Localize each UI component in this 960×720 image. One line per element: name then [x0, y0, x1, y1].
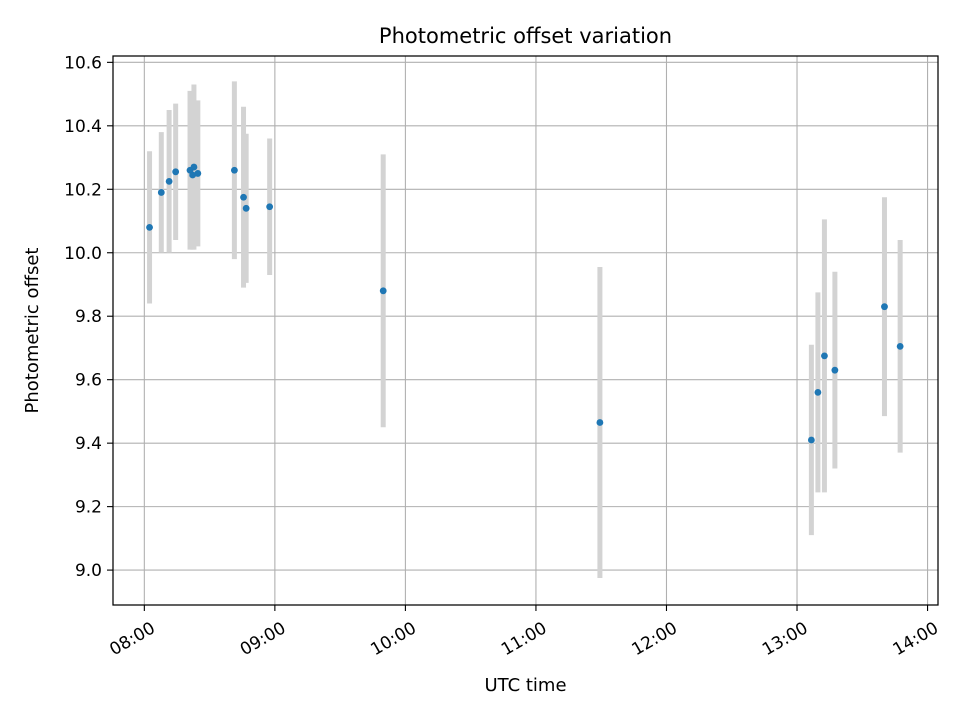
data-point: [831, 366, 839, 374]
data-point: [231, 166, 238, 174]
x-axis-label: UTC time: [484, 675, 566, 696]
x-tick-label: 14:00: [890, 618, 942, 660]
grid: [113, 56, 938, 605]
data-point: [189, 171, 197, 179]
data-point: [821, 352, 828, 360]
data-point: [881, 303, 888, 311]
data-point: [194, 170, 202, 177]
y-tick-label: 10.6: [64, 53, 102, 73]
y-tick-label: 9.6: [75, 371, 102, 391]
data-point: [165, 177, 173, 185]
data-points: [146, 163, 904, 444]
plot-frame: [112, 55, 939, 606]
data-point: [807, 436, 815, 444]
x-tick-label: 11:00: [498, 618, 550, 660]
x-tick-label: 09:00: [237, 618, 289, 660]
y-tick-label: 10.2: [64, 180, 102, 200]
y-tick-label: 9.2: [75, 498, 102, 518]
data-point: [896, 342, 904, 350]
data-point: [814, 388, 822, 396]
chart-title: Photometric offset variation: [379, 24, 672, 48]
y-tick-label: 9.4: [75, 434, 102, 454]
error-bars: [147, 81, 903, 579]
x-tick-label: 12:00: [628, 618, 680, 660]
data-point: [146, 223, 153, 231]
data-point: [379, 287, 387, 295]
y-tick-label: 9.8: [75, 307, 102, 327]
data-point: [596, 419, 604, 426]
y-tick-label: 9.0: [75, 561, 102, 581]
data-point: [242, 204, 250, 212]
data-point: [190, 163, 198, 171]
data-point: [157, 189, 165, 196]
data-point: [266, 203, 274, 211]
x-tick-label: 08:00: [106, 618, 158, 660]
data-point: [240, 193, 247, 201]
y-tick-label: 10.4: [64, 117, 102, 137]
x-tick-label: 13:00: [759, 618, 811, 660]
data-point: [172, 168, 180, 176]
y-tick-label: 10.0: [64, 244, 102, 264]
x-tick-label: 10:00: [367, 618, 419, 660]
y-axis-label: Photometric offset: [22, 248, 43, 414]
